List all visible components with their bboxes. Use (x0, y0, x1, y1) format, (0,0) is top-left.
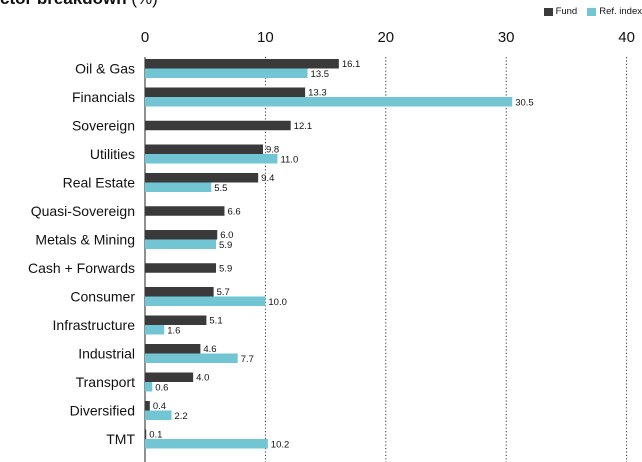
data-label-index-infrastructure: 1.6 (167, 326, 180, 337)
bar-index-utilities (145, 154, 278, 164)
bar-fund-infrastructure (145, 315, 207, 325)
data-label-fund-diversified: 0.4 (153, 401, 166, 412)
category-label-real-estate: Real Estate (63, 175, 136, 191)
bar-index-industrial (145, 353, 238, 363)
x-tick-label-10: 10 (257, 29, 274, 46)
bar-fund-quasi-sovereign (145, 206, 225, 216)
data-label-fund-real-estate: 9.4 (261, 173, 274, 184)
bar-fund-oil-gas (145, 59, 339, 69)
category-label-financials: Financials (72, 89, 135, 105)
data-label-fund-metals-mining: 6.0 (220, 230, 233, 241)
data-label-index-real-estate: 5.5 (214, 183, 227, 194)
x-tick-label-30: 30 (498, 29, 515, 46)
legend-swatch-fund (543, 7, 553, 16)
bar-index-metals-mining (145, 239, 217, 249)
x-tick-label-20: 20 (377, 29, 394, 46)
category-label-metals-mining: Metals & Mining (35, 232, 135, 248)
bar-index-financials (145, 97, 513, 107)
bar-fund-sovereign (145, 120, 291, 131)
legend: Fund Ref. index (543, 6, 642, 17)
category-label-utilities: Utilities (90, 146, 135, 162)
data-label-fund-consumer: 5.7 (217, 287, 230, 298)
data-label-fund-infrastructure: 5.1 (209, 316, 222, 327)
bar-fund-industrial (145, 344, 201, 354)
x-tick-label-0: 0 (141, 29, 149, 46)
data-label-fund-quasi-sovereign: 6.6 (227, 206, 240, 217)
bar-index-consumer (145, 296, 266, 306)
data-label-index-transport: 0.6 (155, 383, 168, 394)
data-label-fund-utilities: 9.8 (266, 145, 279, 156)
legend-swatch-ref-index (587, 7, 597, 16)
bar-fund-real-estate (145, 173, 259, 183)
data-label-index-oil-gas: 13.5 (311, 69, 330, 80)
bar-index-oil-gas (145, 68, 308, 78)
bar-fund-consumer (145, 287, 214, 297)
legend-label-fund: Fund (555, 6, 578, 17)
bar-fund-metals-mining (145, 230, 218, 240)
data-label-fund-transport: 4.0 (196, 373, 209, 384)
bar-index-infrastructure (145, 325, 165, 335)
data-label-index-metals-mining: 5.9 (219, 240, 232, 251)
data-label-index-tmt: 10.2 (271, 440, 290, 451)
x-tick-label-40: 40 (618, 29, 635, 46)
category-label-cash-forwards: Cash + Forwards (28, 260, 135, 276)
data-label-index-utilities: 11.0 (280, 155, 298, 166)
category-label-sovereign: Sovereign (72, 118, 135, 134)
data-label-fund-oil-gas: 16.1 (342, 59, 361, 70)
category-label-industrial: Industrial (78, 346, 135, 362)
data-label-fund-sovereign: 12.1 (294, 121, 313, 132)
data-label-index-financials: 30.5 (515, 98, 534, 109)
bar-fund-utilities (145, 144, 263, 154)
category-label-consumer: Consumer (70, 289, 135, 305)
bar-index-transport (145, 382, 153, 392)
data-label-fund-industrial: 4.6 (203, 344, 216, 355)
category-label-diversified: Diversified (70, 403, 135, 419)
bar-index-real-estate (145, 182, 212, 192)
chart-title: ctor breakdown (%) (0, 0, 158, 9)
bar-fund-cash-forwards (145, 263, 217, 273)
data-label-fund-tmt: 0.1 (149, 430, 162, 441)
category-label-quasi-sovereign: Quasi-Sovereign (31, 203, 135, 219)
bar-fund-transport (145, 372, 194, 382)
data-label-fund-cash-forwards: 5.9 (219, 263, 232, 274)
category-label-infrastructure: Infrastructure (53, 317, 136, 333)
bar-index-tmt (145, 439, 268, 449)
legend-item-fund: Fund (543, 6, 578, 17)
category-label-tmt: TMT (106, 431, 135, 447)
data-label-index-consumer: 10.0 (268, 297, 287, 308)
data-label-index-diversified: 2.2 (174, 411, 187, 422)
bar-index-diversified (145, 410, 172, 420)
legend-item-ref-index: Ref. index (587, 6, 642, 17)
data-label-index-industrial: 7.7 (241, 354, 254, 365)
category-label-oil-gas: Oil & Gas (75, 61, 135, 77)
bar-fund-financials (145, 87, 306, 97)
category-label-transport: Transport (76, 374, 136, 390)
bar-fund-diversified (145, 401, 150, 411)
data-label-fund-financials: 13.3 (308, 88, 327, 99)
bar-fund-tmt (145, 429, 147, 439)
legend-label-ref-index: Ref. index (599, 6, 642, 17)
